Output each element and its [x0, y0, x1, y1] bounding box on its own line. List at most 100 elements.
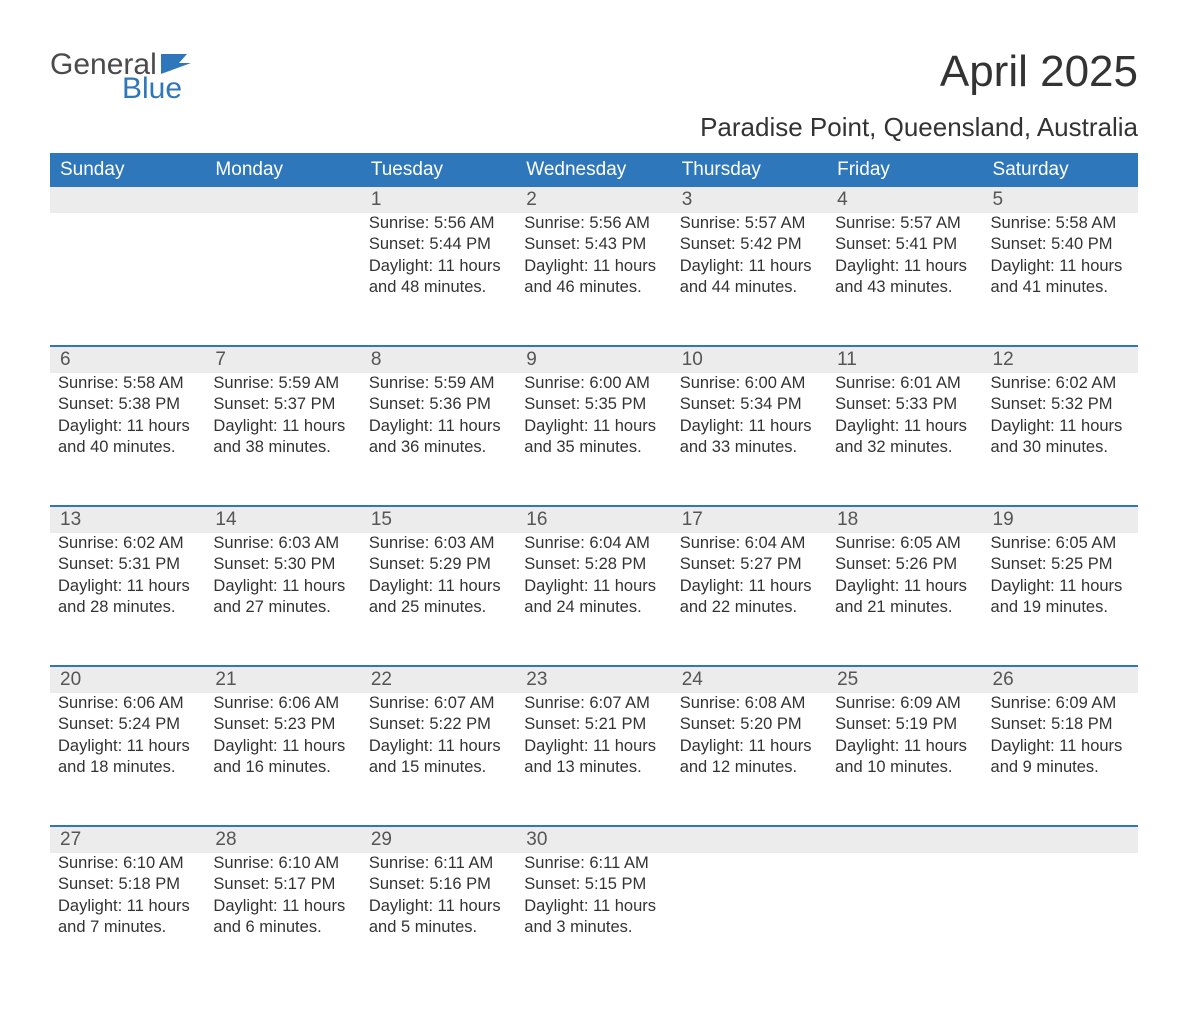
daylight-line-1: Daylight: 11 hours [680, 256, 819, 277]
day-number: 25 [827, 667, 982, 693]
day-number: 28 [205, 827, 360, 853]
daylight-line-2: and 13 minutes. [524, 757, 663, 778]
sunset-line: Sunset: 5:44 PM [369, 234, 508, 255]
sunset-line: Sunset: 5:15 PM [524, 874, 663, 895]
daylight-line-1: Daylight: 11 hours [991, 736, 1130, 757]
sunrise-line: Sunrise: 5:56 AM [524, 213, 663, 234]
day-cell: Sunrise: 5:59 AMSunset: 5:36 PMDaylight:… [361, 373, 516, 499]
day-cell: Sunrise: 6:04 AMSunset: 5:28 PMDaylight:… [516, 533, 671, 659]
day-cell [205, 213, 360, 339]
daylight-line-2: and 44 minutes. [680, 277, 819, 298]
day-cell: Sunrise: 6:09 AMSunset: 5:18 PMDaylight:… [983, 693, 1138, 819]
sunset-line: Sunset: 5:18 PM [991, 714, 1130, 735]
location-label: Paradise Point, Queensland, Australia [700, 112, 1138, 143]
day-number: 29 [361, 827, 516, 853]
title-block: April 2025 Paradise Point, Queensland, A… [700, 50, 1138, 143]
sunset-line: Sunset: 5:43 PM [524, 234, 663, 255]
sunset-line: Sunset: 5:30 PM [213, 554, 352, 575]
daylight-line-1: Daylight: 11 hours [369, 736, 508, 757]
day-cell: Sunrise: 6:10 AMSunset: 5:18 PMDaylight:… [50, 853, 205, 979]
day-number: 12 [983, 347, 1138, 373]
calendar-page: General Blue April 2025 Paradise Point, … [0, 0, 1188, 1009]
sunrise-line: Sunrise: 5:57 AM [680, 213, 819, 234]
daylight-line-1: Daylight: 11 hours [835, 576, 974, 597]
daylight-line-1: Daylight: 11 hours [58, 736, 197, 757]
daylight-line-1: Daylight: 11 hours [991, 576, 1130, 597]
day-number: 15 [361, 507, 516, 533]
daylight-line-2: and 28 minutes. [58, 597, 197, 618]
day-cell: Sunrise: 6:03 AMSunset: 5:29 PMDaylight:… [361, 533, 516, 659]
sunrise-line: Sunrise: 6:02 AM [991, 373, 1130, 394]
sunrise-line: Sunrise: 6:00 AM [524, 373, 663, 394]
day-cell: Sunrise: 6:06 AMSunset: 5:24 PMDaylight:… [50, 693, 205, 819]
sunrise-line: Sunrise: 6:00 AM [680, 373, 819, 394]
sunrise-line: Sunrise: 6:08 AM [680, 693, 819, 714]
dow-cell: Tuesday [361, 153, 516, 187]
sunrise-line: Sunrise: 6:07 AM [524, 693, 663, 714]
calendar-grid: SundayMondayTuesdayWednesdayThursdayFrid… [50, 153, 1138, 979]
day-cell: Sunrise: 6:00 AMSunset: 5:35 PMDaylight:… [516, 373, 671, 499]
day-number [827, 827, 982, 853]
sunrise-line: Sunrise: 6:11 AM [524, 853, 663, 874]
sunrise-line: Sunrise: 6:09 AM [835, 693, 974, 714]
daylight-line-2: and 9 minutes. [991, 757, 1130, 778]
daylight-line-1: Daylight: 11 hours [991, 416, 1130, 437]
day-cell: Sunrise: 6:05 AMSunset: 5:25 PMDaylight:… [983, 533, 1138, 659]
daylight-line-1: Daylight: 11 hours [369, 416, 508, 437]
daylight-line-2: and 7 minutes. [58, 917, 197, 938]
daylight-line-1: Daylight: 11 hours [524, 256, 663, 277]
day-number [672, 827, 827, 853]
day-number: 3 [672, 187, 827, 213]
day-cell: Sunrise: 5:57 AMSunset: 5:42 PMDaylight:… [672, 213, 827, 339]
day-cell: Sunrise: 6:03 AMSunset: 5:30 PMDaylight:… [205, 533, 360, 659]
day-number-row: 13141516171819 [50, 507, 1138, 533]
daylight-line-2: and 40 minutes. [58, 437, 197, 458]
day-number-row: 6789101112 [50, 347, 1138, 373]
daylight-line-2: and 15 minutes. [369, 757, 508, 778]
day-number: 11 [827, 347, 982, 373]
day-number: 10 [672, 347, 827, 373]
day-cell: Sunrise: 5:59 AMSunset: 5:37 PMDaylight:… [205, 373, 360, 499]
day-number: 8 [361, 347, 516, 373]
day-cell [983, 853, 1138, 979]
day-cell: Sunrise: 6:08 AMSunset: 5:20 PMDaylight:… [672, 693, 827, 819]
sunrise-line: Sunrise: 6:01 AM [835, 373, 974, 394]
dow-cell: Saturday [983, 153, 1138, 187]
day-number: 24 [672, 667, 827, 693]
daylight-line-2: and 16 minutes. [213, 757, 352, 778]
day-number [983, 827, 1138, 853]
daylight-line-1: Daylight: 11 hours [58, 896, 197, 917]
logo: General Blue [50, 50, 195, 104]
sunrise-line: Sunrise: 6:11 AM [369, 853, 508, 874]
daylight-line-1: Daylight: 11 hours [213, 736, 352, 757]
logo-word-blue: Blue [122, 74, 195, 104]
sunset-line: Sunset: 5:23 PM [213, 714, 352, 735]
day-cell: Sunrise: 5:58 AMSunset: 5:40 PMDaylight:… [983, 213, 1138, 339]
day-number: 16 [516, 507, 671, 533]
daylight-line-1: Daylight: 11 hours [835, 416, 974, 437]
daylight-line-2: and 25 minutes. [369, 597, 508, 618]
sunrise-line: Sunrise: 6:06 AM [58, 693, 197, 714]
day-number: 22 [361, 667, 516, 693]
sunrise-line: Sunrise: 6:06 AM [213, 693, 352, 714]
day-number: 14 [205, 507, 360, 533]
daylight-line-2: and 22 minutes. [680, 597, 819, 618]
daylight-line-2: and 43 minutes. [835, 277, 974, 298]
sunrise-line: Sunrise: 6:04 AM [524, 533, 663, 554]
day-number: 7 [205, 347, 360, 373]
sunrise-line: Sunrise: 5:57 AM [835, 213, 974, 234]
daylight-line-1: Daylight: 11 hours [680, 736, 819, 757]
daylight-line-2: and 10 minutes. [835, 757, 974, 778]
day-number: 6 [50, 347, 205, 373]
sunrise-line: Sunrise: 6:09 AM [991, 693, 1130, 714]
day-number: 19 [983, 507, 1138, 533]
sunset-line: Sunset: 5:28 PM [524, 554, 663, 575]
daylight-line-2: and 6 minutes. [213, 917, 352, 938]
sunrise-line: Sunrise: 6:10 AM [58, 853, 197, 874]
week-row: Sunrise: 6:10 AMSunset: 5:18 PMDaylight:… [50, 853, 1138, 979]
day-number: 9 [516, 347, 671, 373]
sunset-line: Sunset: 5:37 PM [213, 394, 352, 415]
daylight-line-1: Daylight: 11 hours [524, 736, 663, 757]
daylight-line-1: Daylight: 11 hours [524, 896, 663, 917]
day-cell: Sunrise: 6:07 AMSunset: 5:21 PMDaylight:… [516, 693, 671, 819]
